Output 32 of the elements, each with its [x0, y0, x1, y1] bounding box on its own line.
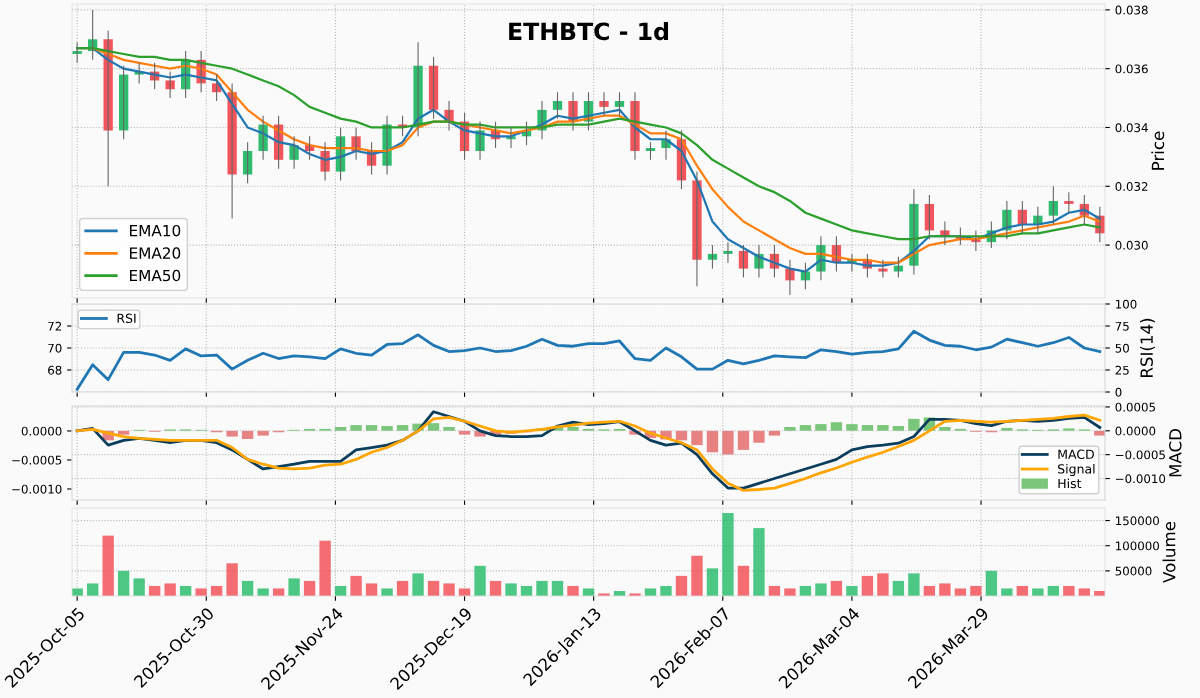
legend-label: EMA20: [130, 247, 181, 259]
y2-tick-label: 25: [1115, 365, 1129, 375]
y-tick-label: 72: [48, 321, 62, 331]
legend-label: RSI: [117, 313, 136, 324]
y2-tick-label: 50: [1115, 343, 1129, 353]
y2-tick-label: 75: [1115, 321, 1129, 331]
y-tick-label: −0.0010: [12, 484, 62, 494]
legend-label: MACD: [1058, 449, 1094, 460]
y-tick-label: 0.034: [1115, 123, 1148, 133]
y-tick-label: 0.032: [1115, 182, 1148, 191]
legend-label: EMA50: [130, 269, 181, 282]
y-tick-label: 100000: [1116, 541, 1159, 551]
y-axis-title: Price: [1151, 131, 1165, 170]
y2-tick-label: 0: [1115, 387, 1122, 397]
legend-label: Hist: [1058, 478, 1082, 489]
y2-tick-label: 100: [1116, 299, 1137, 309]
y-tick-label: 0.036: [1115, 64, 1148, 74]
legend-label: EMA10: [130, 224, 181, 237]
y-tick-label: 150000: [1116, 516, 1159, 526]
y-tick-label: 0.0000: [21, 426, 62, 436]
y2-tick-label: 0.0005: [1115, 402, 1155, 412]
y-tick-label: 0.030: [1115, 240, 1148, 250]
y-tick-label: −0.0005: [12, 455, 62, 465]
legend-label: Signal: [1058, 463, 1095, 477]
y2-axis-title: RSI(14): [1140, 318, 1155, 378]
y-tick-label: 70: [48, 343, 62, 353]
y-tick-label: 50000: [1115, 566, 1152, 576]
y-axis-title: Volume: [1162, 521, 1176, 583]
y2-axis-title: MACD: [1169, 429, 1182, 477]
text: ETHBTC - 1d: [509, 21, 669, 41]
y-tick-label: 68: [48, 365, 62, 375]
y-tick-label: 0.038: [1115, 5, 1148, 15]
